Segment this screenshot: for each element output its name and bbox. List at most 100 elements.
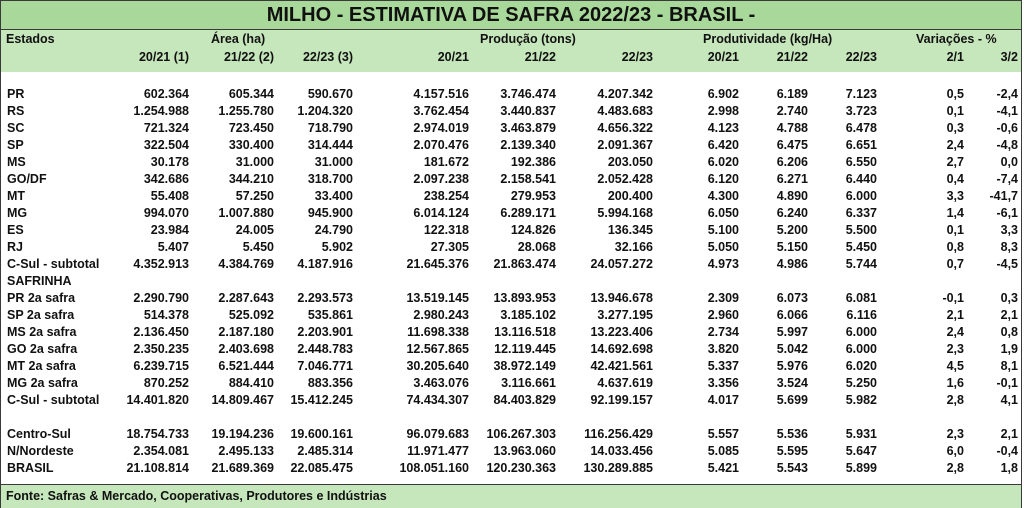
table-row: PR 2a safra 2.290.790 2.287.643 2.293.573 13…: [1, 290, 1021, 307]
table-cell: 0,0: [1000, 155, 1018, 169]
table-cell: 12.119.445: [494, 342, 556, 356]
table-cell: -6,1: [996, 206, 1018, 220]
table-cell: 5.150: [776, 240, 808, 254]
table-cell: 4.973: [707, 257, 739, 271]
table-cell: 4.656.322: [597, 121, 653, 135]
table-cell: 602.364: [143, 87, 189, 101]
table-cell: 4.986: [776, 257, 808, 271]
table-cell: 2.350.235: [133, 342, 189, 356]
table-cell: 322.504: [143, 138, 189, 152]
table-cell: 2.290.790: [133, 291, 189, 305]
table-cell: 38.972.149: [493, 359, 556, 373]
table-cell: 6.116: [846, 308, 877, 322]
table-cell: 31.000: [235, 155, 274, 169]
table-cell: 6.521.444: [218, 359, 274, 373]
subheader-5: 22/23: [621, 50, 653, 64]
table-cell: 19.194.236: [211, 427, 274, 441]
table-cell: 330.400: [228, 138, 274, 152]
subheader-4: 21/22: [524, 50, 556, 64]
row-label: PR: [7, 87, 25, 101]
table-cell: 3.762.454: [413, 104, 469, 118]
row-label: MT: [7, 189, 26, 203]
table-row: N/Nordeste 2.354.081 2.495.133 2.485.314 11.…: [1, 443, 1021, 460]
table-cell: 870.252: [143, 376, 189, 390]
table-cell: 5.744: [845, 257, 877, 271]
table-cell: 8,3: [1000, 240, 1018, 254]
table-cell: 5.500: [845, 223, 877, 237]
table-cell: -0,1: [942, 291, 964, 305]
table-cell: 31.000: [314, 155, 353, 169]
table-cell: 6.000: [845, 189, 877, 203]
table-cell: 3.820: [707, 342, 739, 356]
table-cell: 5.450: [242, 240, 274, 254]
table-row: BRASIL 21.108.814 21.689.369 22.085.475 108.…: [1, 460, 1021, 477]
row-label: RS: [7, 104, 25, 118]
table-row: SP 322.504 330.400 314.444 2.070.476 2.139.34…: [1, 137, 1021, 154]
row-label: GO/DF: [7, 172, 47, 186]
table-cell: 0,5: [946, 87, 964, 101]
row-label: BRASIL: [7, 461, 54, 475]
table-cell: 2.139.340: [500, 138, 556, 152]
table-cell: 6.081: [845, 291, 877, 305]
table-cell: 2.740: [776, 104, 808, 118]
table-cell: 5.647: [845, 444, 877, 458]
table-cell: 2.734: [707, 325, 739, 339]
table-cell: 883.356: [307, 376, 353, 390]
row-label: N/Nordeste: [7, 444, 74, 458]
table-cell: 2.354.081: [133, 444, 189, 458]
table-row: C-Sul - subtotal 14.401.820 14.809.467 15.4…: [1, 392, 1021, 409]
subheader-1: 21/22 (2): [223, 50, 274, 64]
table-cell: 4.352.913: [133, 257, 189, 271]
table-cell: 6.000: [845, 325, 877, 339]
table-cell: 6.902: [707, 87, 739, 101]
table-cell: 13.519.145: [406, 291, 469, 305]
table-cell: 15.412.245: [290, 393, 353, 407]
table-cell: 6.337: [845, 206, 877, 220]
table-row: SAFRINHA: [1, 273, 1021, 290]
table-cell: 4.123: [707, 121, 739, 135]
subheader-7: 21/22: [776, 50, 808, 64]
table-cell: -0,4: [996, 444, 1018, 458]
table-cell: 1.254.988: [133, 104, 189, 118]
table-cell: 279.953: [510, 189, 556, 203]
table-cell: 3.524: [776, 376, 808, 390]
table-cell: -4,5: [996, 257, 1018, 271]
table-cell: 122.318: [423, 223, 469, 237]
table-cell: 136.345: [607, 223, 653, 237]
table-cell: 2.485.314: [297, 444, 353, 458]
table-cell: 2.203.901: [297, 325, 353, 339]
table-cell: 2.495.133: [218, 444, 274, 458]
table-cell: -0,6: [996, 121, 1018, 135]
table-row: C-Sul - subtotal 4.352.913 4.384.769 4.187.…: [1, 256, 1021, 273]
row-label: C-Sul - subtotal: [7, 393, 100, 407]
header-produtividade: Produtividade (kg/Ha): [703, 32, 833, 46]
table-cell: 24.005: [235, 223, 274, 237]
table-cell: 124.826: [510, 223, 556, 237]
table-cell: 3.723: [845, 104, 877, 118]
table-cell: 6.478: [845, 121, 877, 135]
table-cell: 5.085: [707, 444, 739, 458]
table-cell: 5.699: [776, 393, 808, 407]
table-cell: 314.444: [307, 138, 353, 152]
table-cell: 120.230.363: [486, 461, 556, 475]
table-cell: 3.746.474: [500, 87, 556, 101]
page-title: MILHO - ESTIMATIVA DE SAFRA 2022/23 - BR…: [1, 1, 1021, 30]
table-cell: 14.401.820: [126, 393, 189, 407]
table-cell: 2.070.476: [413, 138, 469, 152]
row-label: PR 2a safra: [7, 291, 76, 305]
table-cell: 721.324: [143, 121, 189, 135]
table-cell: 514.378: [143, 308, 189, 322]
table-cell: 4,5: [946, 359, 964, 373]
subheader-3: 20/21: [437, 50, 469, 64]
table-cell: 7.046.771: [297, 359, 353, 373]
table-cell: 32.166: [614, 240, 653, 254]
table-row: MG 2a safra 870.252 884.410 883.356 3.463.07…: [1, 375, 1021, 392]
table-cell: 21.863.474: [493, 257, 556, 271]
table-row: [1, 409, 1021, 426]
table-cell: 181.672: [423, 155, 469, 169]
row-label: GO 2a safra: [7, 342, 78, 356]
table-cell: 28.068: [517, 240, 556, 254]
table-cell: 723.450: [228, 121, 274, 135]
table-cell: 0,3: [1000, 291, 1018, 305]
table-cell: 5.100: [707, 223, 739, 237]
